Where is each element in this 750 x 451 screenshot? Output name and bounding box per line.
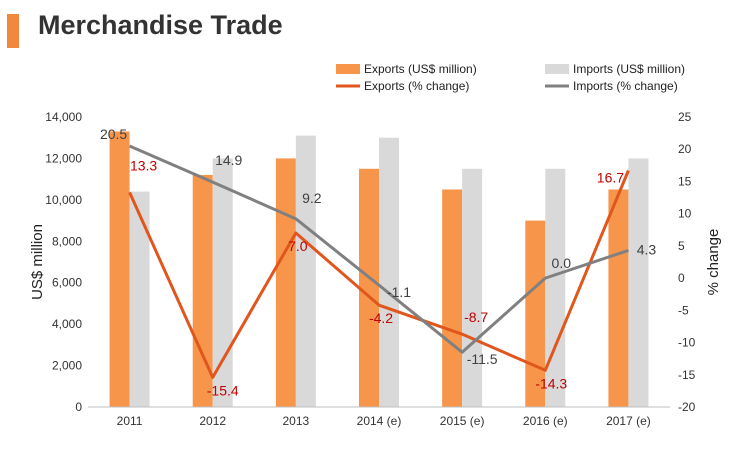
exports-bar bbox=[275, 158, 296, 407]
y-tick-label: 6,000 bbox=[52, 276, 82, 290]
imports-change-label: -11.5 bbox=[467, 351, 498, 367]
y2-tick-label: 10 bbox=[678, 207, 692, 221]
exports-change-line bbox=[128, 169, 630, 379]
y2-tick-label: 5 bbox=[678, 239, 685, 253]
imports-change-line bbox=[128, 144, 629, 354]
imports-bar bbox=[295, 135, 316, 407]
imports-bar bbox=[628, 158, 649, 407]
legend-imports-bar-swatch bbox=[545, 64, 569, 74]
y2-tick-label: 15 bbox=[678, 174, 692, 188]
y2-axis-label: % change bbox=[705, 229, 722, 296]
exports-change-label: 13.3 bbox=[130, 157, 157, 173]
imports-change-label: -1.1 bbox=[387, 284, 411, 300]
legend-imports-line-text: Imports (% change) bbox=[573, 79, 678, 93]
legend-exports-bar-text: Exports (US$ million) bbox=[364, 62, 477, 76]
chart-title: Merchandise Trade bbox=[38, 10, 283, 40]
imports-bar bbox=[462, 168, 483, 407]
imports-change-label: 9.2 bbox=[302, 190, 322, 206]
imports-bar bbox=[129, 191, 150, 407]
exports-bar bbox=[608, 189, 629, 407]
y-tick-label: 0 bbox=[75, 400, 82, 414]
x-tick-label: 2017 (e) bbox=[606, 414, 651, 428]
exports-change-label: -15.4 bbox=[207, 382, 239, 398]
exports-change-label: -14.3 bbox=[535, 375, 567, 391]
y2-tick-label: 20 bbox=[678, 142, 692, 156]
imports-change-label: 0.0 bbox=[552, 255, 572, 271]
x-tick-label: 2012 bbox=[199, 414, 226, 428]
y-tick-label: 8,000 bbox=[52, 234, 82, 248]
y-tick-label: 4,000 bbox=[52, 317, 82, 331]
imports-change-label: 20.5 bbox=[100, 126, 127, 142]
imports-bar bbox=[379, 137, 399, 407]
x-tick-label: 2015 (e) bbox=[440, 414, 485, 428]
legend-exports-bar-swatch bbox=[336, 64, 360, 74]
exports-change-label: 16.7 bbox=[597, 169, 624, 185]
imports-change-label: 14.9 bbox=[215, 152, 242, 168]
y2-tick-label: 25 bbox=[678, 110, 692, 124]
legend-imports-bar-text: Imports (US$ million) bbox=[573, 62, 685, 76]
exports-change-label: -4.2 bbox=[369, 310, 393, 326]
y2-tick-label: 0 bbox=[678, 271, 685, 285]
exports-bar bbox=[359, 168, 379, 407]
imports-bar bbox=[545, 168, 566, 407]
y2-tick-label: -15 bbox=[678, 368, 696, 382]
y-tick-label: 10,000 bbox=[45, 193, 82, 207]
exports-change-label: -8.7 bbox=[464, 309, 488, 325]
y2-tick-label: -10 bbox=[678, 336, 696, 350]
x-tick-label: 2011 bbox=[117, 414, 143, 428]
x-tick-label: 2016 (e) bbox=[523, 414, 568, 428]
exports-bar bbox=[192, 175, 213, 407]
exports-bar bbox=[442, 189, 463, 407]
y-axis-label: US$ million bbox=[29, 224, 46, 300]
exports-bar bbox=[525, 220, 546, 407]
imports-bar bbox=[212, 158, 233, 407]
exports-change-label: 7.0 bbox=[288, 238, 308, 254]
exports-bar bbox=[109, 131, 130, 407]
x-tick-label: 2014 (e) bbox=[357, 414, 402, 428]
legend-exports-line-text: Exports (% change) bbox=[364, 79, 469, 93]
y-tick-label: 12,000 bbox=[45, 151, 82, 165]
title-accent-bar bbox=[7, 14, 19, 48]
y-tick-label: 14,000 bbox=[45, 110, 82, 124]
imports-change-label: 4.3 bbox=[637, 241, 657, 257]
y-tick-label: 2,000 bbox=[52, 359, 82, 373]
y2-tick-label: -20 bbox=[678, 400, 696, 414]
y2-tick-label: -5 bbox=[678, 303, 689, 317]
x-tick-label: 2013 bbox=[283, 414, 310, 428]
